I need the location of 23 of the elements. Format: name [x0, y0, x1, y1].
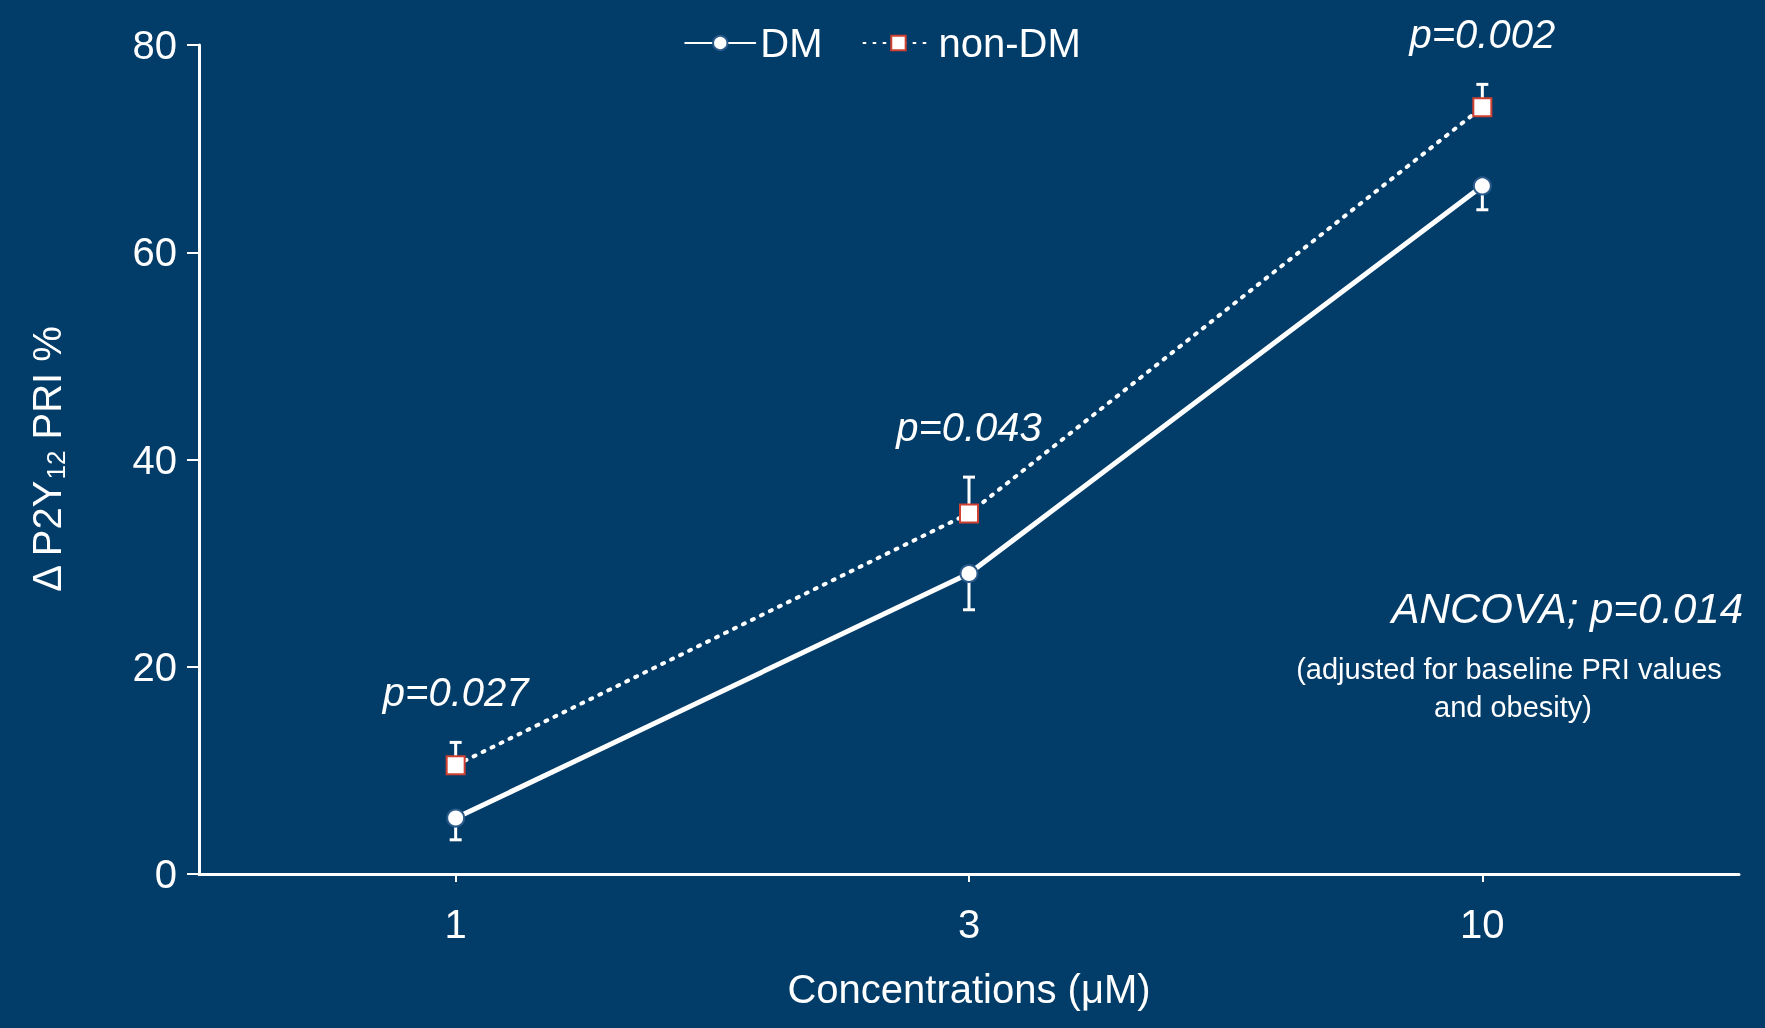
x-tick-label: 3	[957, 902, 981, 946]
point	[1472, 176, 1492, 196]
annotation: (adjusted for baseline PRI values and obesity)	[1296, 653, 1730, 723]
y-tick-label: 40	[132, 437, 177, 482]
annotation: ANCOVA; p=0.014	[1388, 584, 1743, 632]
x-tick-label: 10	[1460, 902, 1505, 946]
y-tick-label: 0	[154, 852, 177, 896]
point	[959, 503, 979, 524]
x-tick-label: 1	[444, 902, 467, 946]
y-tick-label: 60	[132, 230, 177, 275]
point	[1472, 97, 1493, 118]
annotation: p=0.002	[1408, 12, 1556, 57]
annotation: p=0.027	[381, 670, 531, 715]
annotation: p=0.043	[895, 405, 1042, 450]
y-tick-label: 20	[132, 644, 177, 689]
y-tick-label: 80	[132, 23, 177, 67]
legend-label: DM	[760, 21, 823, 65]
point	[446, 808, 466, 828]
point	[959, 563, 979, 583]
legend-label: non-DM	[938, 21, 1081, 65]
y-axis-title: Δ P2Y12 PRI %	[25, 326, 71, 592]
point	[445, 755, 466, 776]
x-axis-title: Concentrations (μM)	[787, 967, 1151, 1011]
